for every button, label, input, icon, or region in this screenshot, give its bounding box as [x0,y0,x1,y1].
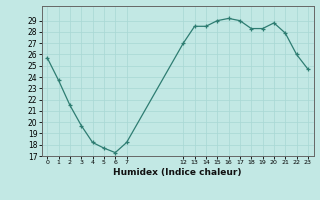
X-axis label: Humidex (Indice chaleur): Humidex (Indice chaleur) [113,168,242,177]
